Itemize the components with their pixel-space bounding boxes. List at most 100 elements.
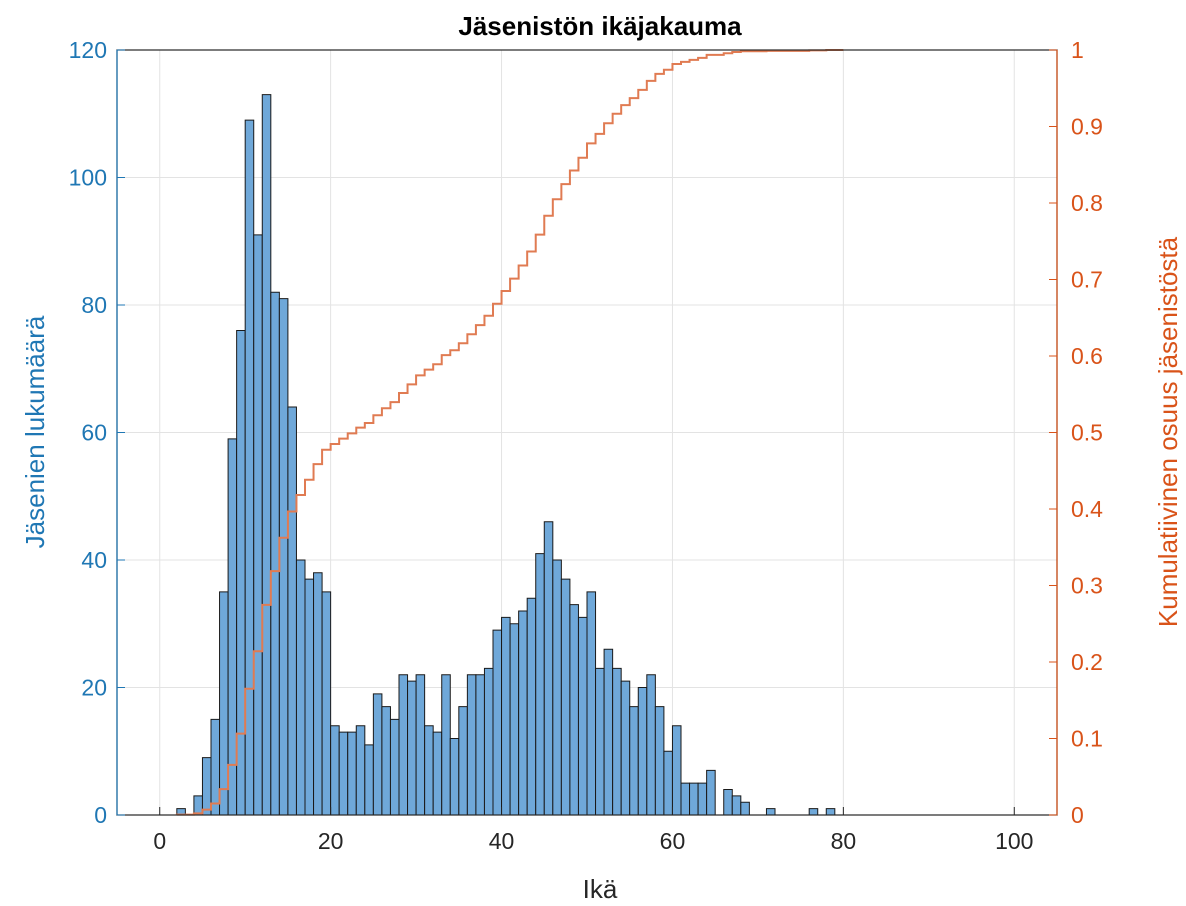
right-tick-label: 0.6 bbox=[1071, 343, 1103, 369]
histogram-bar bbox=[518, 610, 528, 816]
histogram-bar bbox=[501, 616, 511, 816]
histogram-bar bbox=[287, 406, 297, 816]
histogram-bar bbox=[441, 674, 451, 816]
histogram-bar bbox=[697, 782, 708, 816]
chart-title: Jäsenistön ikäjakauma bbox=[458, 11, 742, 41]
histogram-bar bbox=[535, 553, 545, 816]
histogram-bar bbox=[492, 629, 503, 816]
histogram-bar bbox=[765, 808, 776, 816]
histogram-bar bbox=[193, 795, 203, 816]
left-axis-label: Jäsenien lukumäärä bbox=[20, 315, 50, 548]
right-tick-label: 1 bbox=[1071, 37, 1084, 63]
histogram-bar bbox=[295, 559, 306, 816]
histogram-bar bbox=[449, 738, 460, 816]
histogram-bar bbox=[313, 572, 323, 816]
x-tick-label: 100 bbox=[995, 828, 1033, 854]
histogram-bar bbox=[304, 578, 315, 816]
histogram-bar bbox=[253, 234, 263, 816]
histogram-bar bbox=[321, 591, 332, 816]
histogram-bar bbox=[740, 801, 750, 816]
histogram-bar bbox=[475, 674, 485, 816]
histogram-bar bbox=[595, 667, 605, 816]
right-tick-label: 0 bbox=[1071, 802, 1084, 828]
left-tick-label: 60 bbox=[81, 420, 107, 446]
right-axis-label: Kumulatiivinen osuus jäsenistöstä bbox=[1153, 236, 1183, 627]
histogram-bar bbox=[629, 706, 639, 816]
left-tick-label: 120 bbox=[69, 37, 107, 63]
histogram-bar bbox=[637, 687, 648, 816]
histogram-bar bbox=[723, 789, 733, 816]
left-tick-label: 80 bbox=[81, 292, 107, 318]
histogram-bar bbox=[569, 604, 579, 816]
histogram-bar bbox=[364, 744, 374, 816]
histogram-bar bbox=[270, 291, 280, 816]
left-tick-label: 0 bbox=[94, 802, 107, 828]
x-axis-label: Ikä bbox=[583, 874, 618, 904]
right-tick-label: 0.3 bbox=[1071, 573, 1103, 599]
histogram-bar bbox=[680, 782, 691, 816]
cumulative-line bbox=[175, 49, 844, 816]
x-tick-label: 80 bbox=[831, 828, 857, 854]
histogram-bar bbox=[526, 597, 537, 816]
histogram-bar bbox=[731, 795, 742, 816]
histogram-bar bbox=[663, 750, 673, 816]
x-axis-ticks: 0 20 40 60 80 100 bbox=[153, 807, 1033, 854]
histogram-bar bbox=[458, 706, 468, 816]
histogram-bar bbox=[415, 674, 426, 816]
histogram-bars bbox=[176, 94, 836, 816]
histogram-bar bbox=[671, 725, 682, 816]
histogram-bar bbox=[381, 706, 391, 816]
histogram-bar bbox=[689, 782, 699, 816]
histogram-bar bbox=[278, 298, 289, 816]
right-tick-label: 0.7 bbox=[1071, 267, 1103, 293]
histogram-bar bbox=[560, 578, 571, 816]
histogram-bar bbox=[808, 808, 819, 816]
right-tick-label: 0.4 bbox=[1071, 496, 1103, 522]
histogram-bar bbox=[236, 330, 246, 816]
histogram-bar bbox=[355, 725, 366, 816]
histogram-bar bbox=[552, 559, 562, 816]
right-tick-label: 0.5 bbox=[1071, 420, 1103, 446]
x-tick-label: 60 bbox=[660, 828, 686, 854]
histogram-bar bbox=[219, 591, 229, 816]
histogram-bar bbox=[347, 731, 357, 816]
x-tick-label: 20 bbox=[318, 828, 344, 854]
histogram-bar bbox=[509, 623, 520, 816]
histogram-bar bbox=[227, 438, 238, 816]
histogram-bar bbox=[706, 769, 716, 816]
right-tick-label: 0.2 bbox=[1071, 649, 1103, 675]
histogram-bar bbox=[603, 648, 614, 816]
histogram-bar bbox=[543, 521, 554, 816]
histogram-bar bbox=[261, 94, 272, 816]
histogram-bar bbox=[389, 718, 400, 816]
histogram-bar bbox=[407, 680, 417, 816]
right-tick-label: 0.9 bbox=[1071, 114, 1103, 140]
histogram-bar bbox=[620, 680, 631, 816]
x-tick-label: 40 bbox=[489, 828, 515, 854]
histogram-bar bbox=[432, 731, 443, 816]
histogram-bar bbox=[483, 667, 494, 816]
histogram-bar bbox=[825, 808, 836, 816]
histogram-bar bbox=[654, 706, 665, 816]
left-axis-ticks: 0 20 40 60 80 100 120 bbox=[69, 37, 125, 828]
histogram-bar bbox=[201, 757, 212, 816]
left-tick-label: 40 bbox=[81, 547, 107, 573]
histogram-bar bbox=[338, 731, 349, 816]
histogram-bar bbox=[330, 725, 340, 816]
right-tick-label: 0.8 bbox=[1071, 190, 1103, 216]
histogram-bar bbox=[577, 616, 588, 816]
histogram-bar bbox=[372, 693, 383, 816]
histogram-bar bbox=[466, 674, 477, 816]
left-tick-label: 100 bbox=[69, 165, 107, 191]
right-tick-label: 0.1 bbox=[1071, 726, 1103, 752]
histogram-bar bbox=[646, 674, 656, 816]
histogram-bar bbox=[398, 674, 409, 816]
histogram-bar bbox=[612, 667, 622, 816]
histogram-bar bbox=[210, 718, 221, 816]
histogram-bar bbox=[424, 725, 434, 816]
histogram-bar bbox=[586, 591, 597, 816]
histogram-bar bbox=[244, 119, 255, 816]
right-axis-ticks: 0 0.1 0.2 0.3 0.4 0.5 0.6 0.7 0.8 0.9 1 bbox=[1049, 37, 1103, 828]
left-tick-label: 20 bbox=[81, 675, 107, 701]
